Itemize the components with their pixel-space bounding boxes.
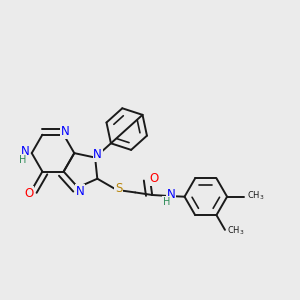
Text: O: O bbox=[24, 187, 33, 200]
Text: N: N bbox=[75, 184, 84, 198]
Text: N: N bbox=[20, 146, 29, 158]
Text: N: N bbox=[61, 125, 69, 138]
Text: N: N bbox=[93, 148, 102, 161]
Text: H: H bbox=[163, 197, 170, 207]
Text: CH$_3$: CH$_3$ bbox=[227, 224, 245, 237]
Text: H: H bbox=[19, 155, 27, 165]
Text: O: O bbox=[149, 172, 158, 185]
Text: CH$_3$: CH$_3$ bbox=[247, 190, 264, 202]
Text: N: N bbox=[167, 188, 175, 201]
Text: S: S bbox=[115, 182, 122, 194]
